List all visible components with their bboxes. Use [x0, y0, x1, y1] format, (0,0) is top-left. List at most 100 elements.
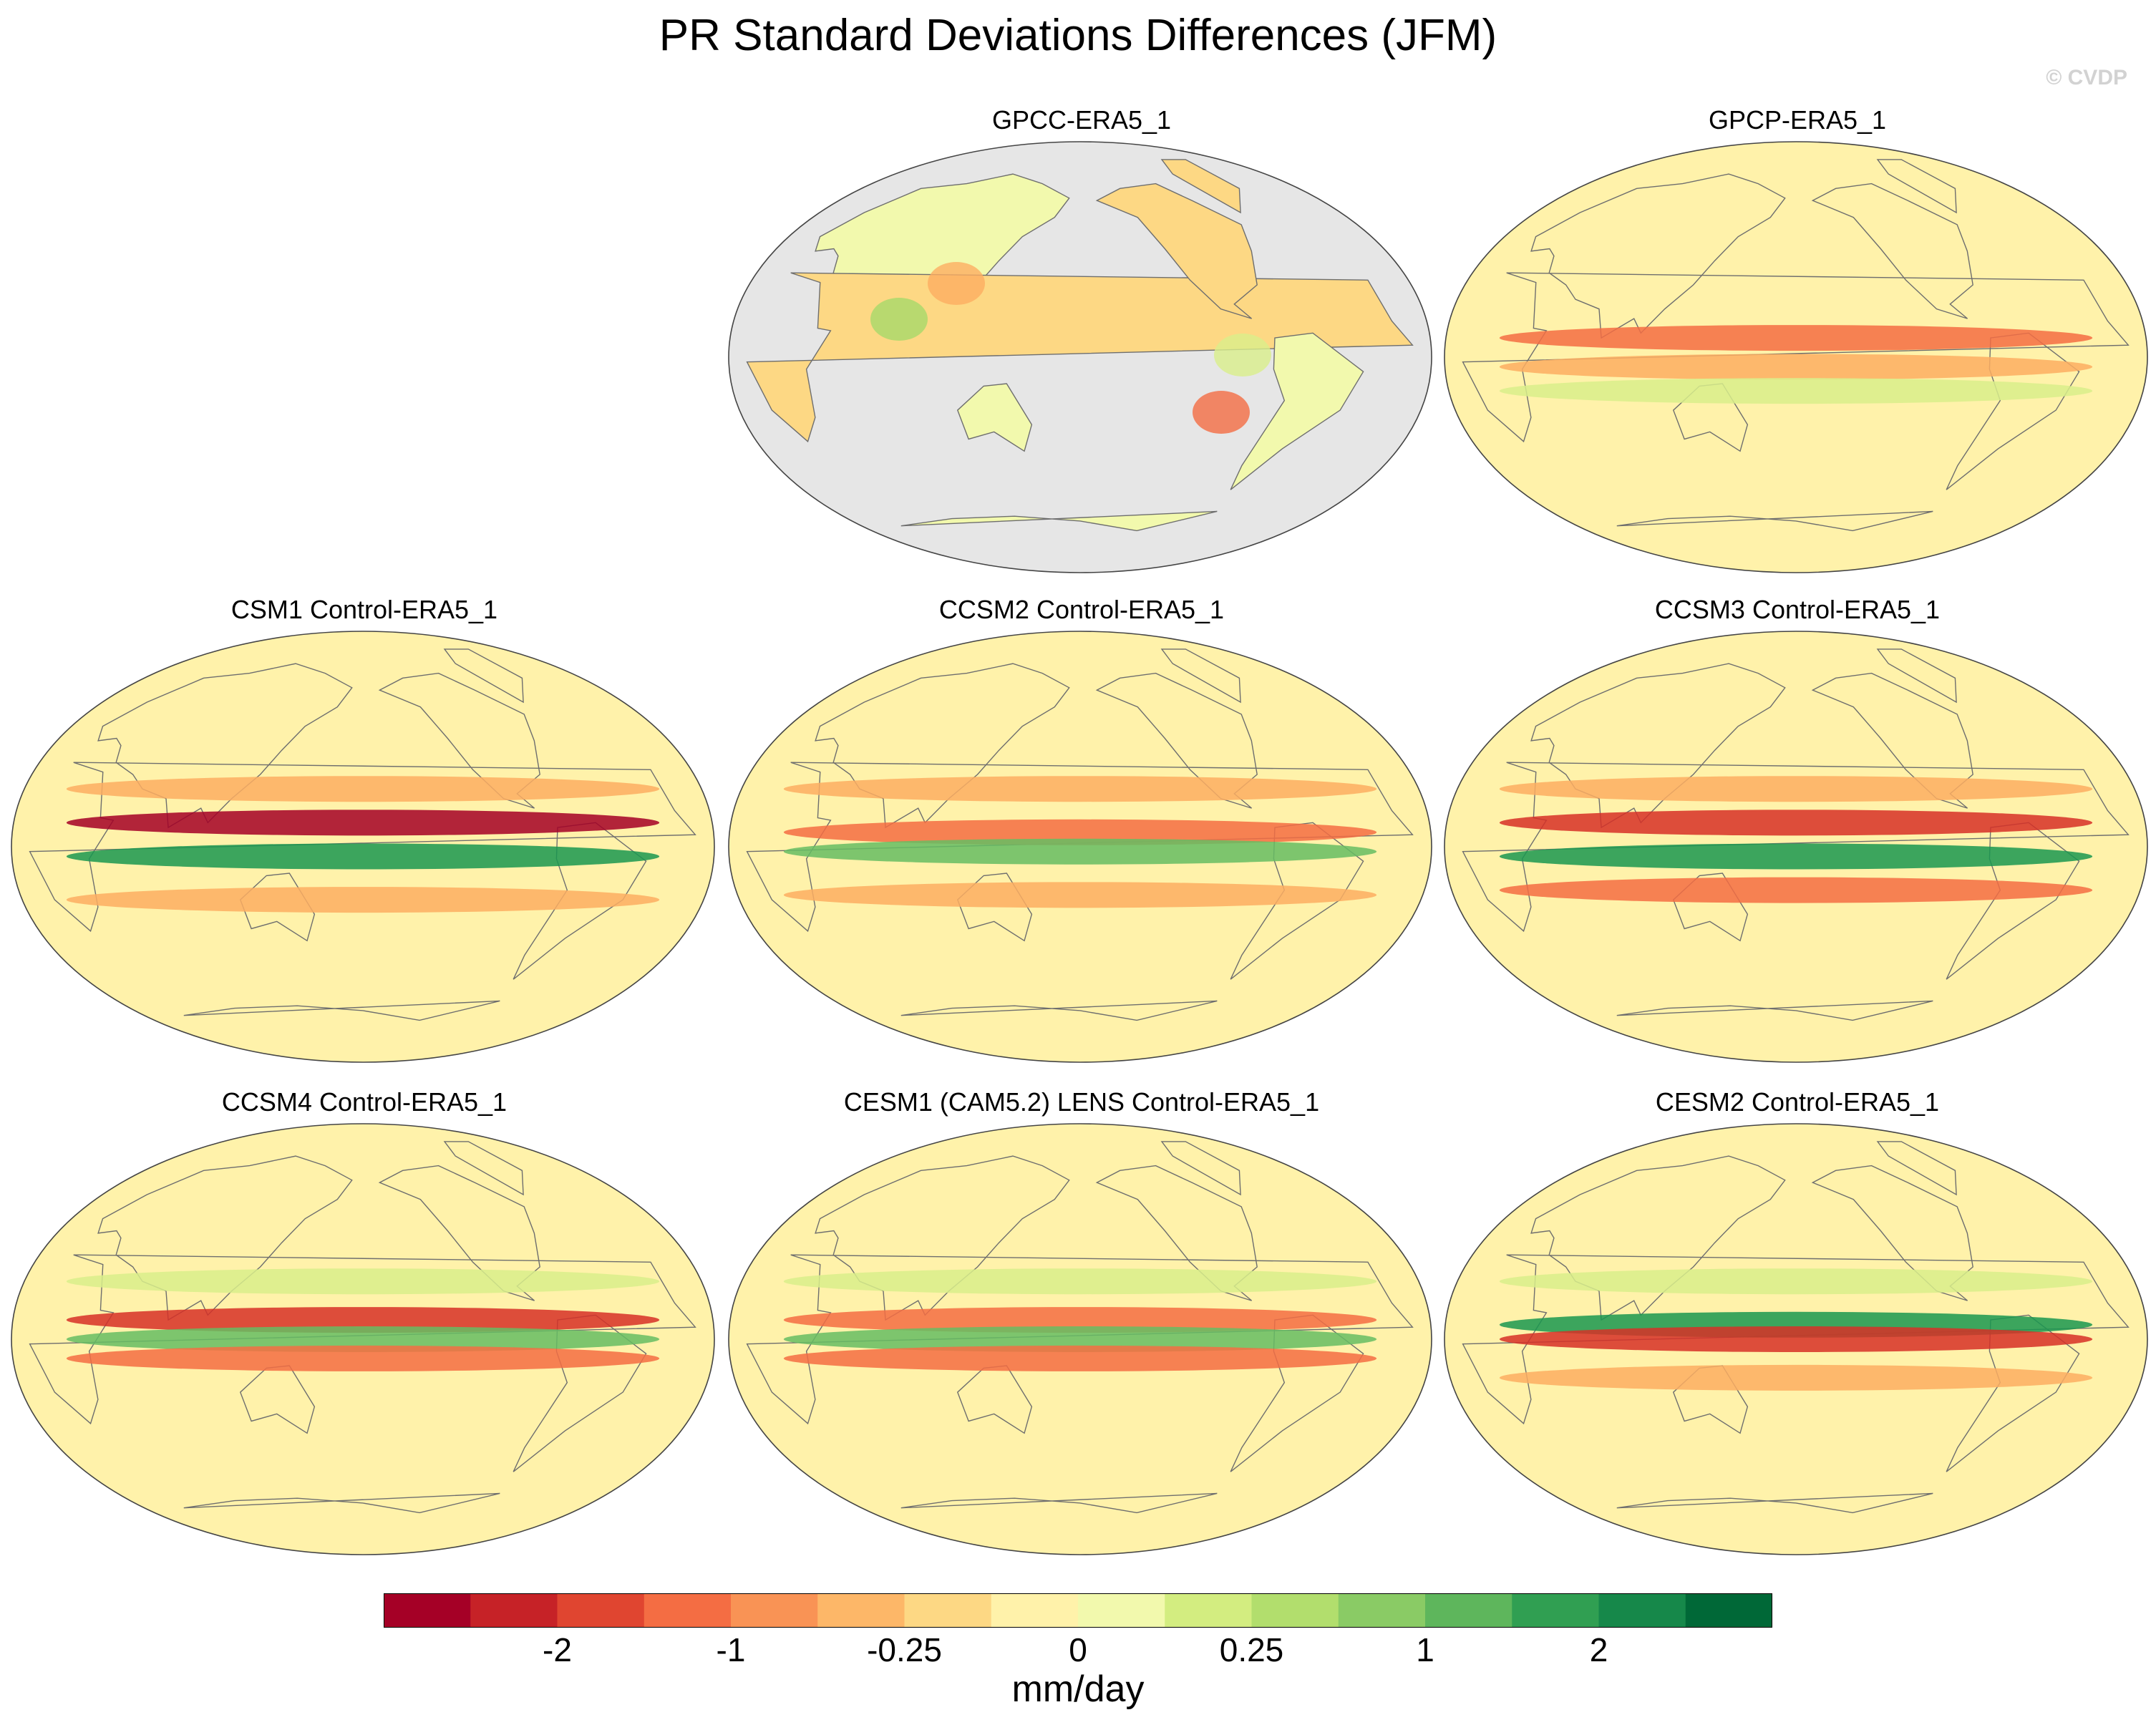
colorbar-swatch — [470, 1593, 558, 1628]
continent-outline — [815, 1155, 1070, 1321]
continent-outline — [746, 762, 1414, 933]
continent-outline — [1160, 648, 1241, 704]
anomaly-band — [1499, 1326, 2093, 1352]
map-border — [1444, 631, 2148, 1063]
map-projection — [1444, 631, 2148, 1063]
continent-outline — [900, 510, 1218, 532]
colorbar-swatch — [384, 1593, 471, 1628]
colorbar-tick-label: 1 — [1416, 1631, 1434, 1668]
map-panel-csm1: CSM1 Control-ERA5_1 — [10, 594, 719, 1081]
panel-title: GPCP-ERA5_1 — [1708, 105, 1887, 135]
continent-outline — [1530, 1155, 1786, 1321]
colorbar-tick-label: 2 — [1589, 1631, 1608, 1668]
continent-outline — [239, 873, 316, 942]
colorbar-swatch — [1078, 1593, 1165, 1628]
anomaly-band — [1499, 776, 2093, 802]
colorbar-swatch — [1338, 1593, 1426, 1628]
continent-outline — [1946, 822, 2080, 980]
map-border — [728, 141, 1432, 573]
continent-outline — [183, 1000, 500, 1021]
anomaly-band — [66, 810, 660, 836]
anomaly-band — [1499, 1364, 2093, 1391]
map-border — [728, 1123, 1432, 1555]
colorbar — [384, 1593, 1772, 1628]
map-border — [11, 631, 715, 1063]
map-projection — [1444, 1123, 2148, 1555]
copyright-watermark: © CVDP — [2046, 66, 2127, 89]
map-panel-gpcp: GPCP-ERA5_1 — [1443, 105, 2152, 591]
map-panel-cesm1: CESM1 (CAM5.2) LENS Control-ERA5_1 — [727, 1087, 1436, 1573]
continent-outline — [1876, 648, 1957, 704]
colorbar-swatch — [557, 1593, 645, 1628]
continent-outline — [29, 1254, 696, 1425]
panel-title: CCSM3 Control-ERA5_1 — [1654, 595, 1941, 624]
anomaly-band — [1499, 378, 2093, 404]
anomaly-blob — [870, 298, 928, 341]
colorbar-tick-label: -1 — [716, 1631, 746, 1668]
panel-title: CCSM2 Control-ERA5_1 — [938, 595, 1225, 624]
continent-outline — [97, 1155, 353, 1321]
continent-outline — [29, 762, 696, 933]
colorbar-units: mm/day — [1011, 1668, 1145, 1710]
continent-outline — [1230, 332, 1364, 490]
colorbar-tick-label: -2 — [543, 1631, 572, 1668]
colorbar-swatch — [1425, 1593, 1512, 1628]
map-projection — [11, 631, 715, 1063]
colorbar-tick-label: 0.25 — [1219, 1631, 1284, 1668]
continent-outline — [443, 648, 524, 704]
anomaly-band — [66, 1307, 660, 1333]
anomaly-band — [783, 1326, 1377, 1352]
continent-outline — [1811, 183, 1973, 319]
colorbar-swatch — [1598, 1593, 1686, 1628]
panel-title: CCSM4 Control-ERA5_1 — [221, 1087, 508, 1117]
colorbar-swatch — [1685, 1593, 1772, 1628]
continent-outline — [815, 663, 1070, 829]
continent-outline — [443, 1141, 524, 1196]
continent-outline — [1462, 272, 2130, 443]
map-projection — [728, 141, 1432, 573]
panel-title: CESM2 Control-ERA5_1 — [1655, 1087, 1940, 1117]
anomaly-band — [1499, 810, 2093, 836]
map-projection — [728, 631, 1432, 1063]
continent-outline — [1672, 873, 1749, 942]
continent-outline — [183, 1492, 500, 1514]
continent-outline — [746, 1254, 1414, 1425]
anomaly-blob — [1214, 334, 1271, 376]
continent-outline — [513, 822, 647, 980]
map-border — [1444, 141, 2148, 573]
continent-outline — [900, 1000, 1218, 1021]
map-projection — [11, 1123, 715, 1555]
colorbar-swatch — [1251, 1593, 1339, 1628]
anomaly-band — [1499, 877, 2093, 903]
continent-outline — [1616, 1000, 1933, 1021]
anomaly-band — [66, 1268, 660, 1295]
anomaly-band — [783, 1268, 1377, 1295]
anomaly-band — [66, 1345, 660, 1371]
panel-title: CSM1 Control-ERA5_1 — [230, 595, 498, 624]
continent-outline — [900, 1492, 1218, 1514]
map-panel-cesm2: CESM2 Control-ERA5_1 — [1443, 1087, 2152, 1573]
anomaly-band — [783, 819, 1377, 845]
continent-outline — [1616, 1492, 1933, 1514]
anomaly-band — [783, 776, 1377, 802]
colorbar-swatch — [1512, 1593, 1599, 1628]
continent-outline — [1530, 173, 1786, 339]
anomaly-band — [783, 1345, 1377, 1371]
colorbar-swatch — [991, 1593, 1079, 1628]
panel-title: CESM1 (CAM5.2) LENS Control-ERA5_1 — [843, 1087, 1320, 1117]
anomaly-band — [66, 776, 660, 802]
map-projection — [1444, 141, 2148, 573]
continent-outline — [1876, 159, 1957, 214]
anomaly-band — [1499, 843, 2093, 870]
anomaly-blob — [928, 262, 985, 305]
anomaly-band — [1499, 325, 2093, 351]
continent-outline — [1160, 1141, 1241, 1196]
anomaly-band — [66, 887, 660, 913]
colorbar-swatch — [817, 1593, 905, 1628]
continent-outline — [1616, 510, 1933, 532]
figure-title: PR Standard Deviations Differences (JFM) — [659, 11, 1497, 60]
colorbar-tick-label: 0 — [1069, 1631, 1087, 1668]
continent-outline — [956, 383, 1033, 452]
anomaly-blob — [1193, 391, 1250, 434]
continent-outline — [956, 873, 1033, 942]
